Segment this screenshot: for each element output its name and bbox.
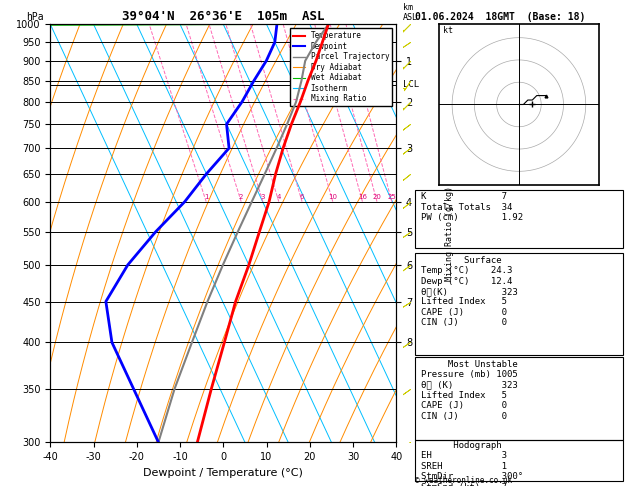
Text: Mixing Ratio (g/kg): Mixing Ratio (g/kg) — [445, 186, 454, 281]
Text: hPa: hPa — [26, 12, 44, 22]
Text: 10: 10 — [328, 193, 337, 200]
Text: 3: 3 — [260, 193, 265, 200]
Text: 01.06.2024  18GMT  (Base: 18): 01.06.2024 18GMT (Base: 18) — [415, 12, 586, 22]
Title: 39°04'N  26°36'E  105m  ASL: 39°04'N 26°36'E 105m ASL — [122, 10, 325, 23]
Text: K              7
Totals Totals  34
PW (cm)        1.92: K 7 Totals Totals 34 PW (cm) 1.92 — [421, 192, 523, 222]
Text: Hodograph
EH             3
SREH           1
StmDir         300°
StmSpd (kt)    7: Hodograph EH 3 SREH 1 StmDir 300° StmSpd… — [421, 441, 523, 486]
Text: 1: 1 — [204, 193, 208, 200]
Text: Surface
Temp (°C)    24.3
Dewp (°C)    12.4
θᴄ(K)          323
Lifted Index   5
: Surface Temp (°C) 24.3 Dewp (°C) 12.4 θᴄ… — [421, 256, 518, 327]
Text: 25: 25 — [387, 193, 396, 200]
Text: LCL: LCL — [403, 80, 420, 89]
Text: © weatheronline.co.uk: © weatheronline.co.uk — [415, 476, 512, 485]
Text: Most Unstable
Pressure (mb) 1005
θᴄ (K)         323
Lifted Index   5
CAPE (J)   : Most Unstable Pressure (mb) 1005 θᴄ (K) … — [421, 360, 518, 421]
Text: km
ASL: km ASL — [403, 3, 418, 22]
Text: 16: 16 — [358, 193, 367, 200]
Text: kt: kt — [443, 26, 453, 35]
Text: 6: 6 — [300, 193, 304, 200]
Text: 20: 20 — [372, 193, 381, 200]
X-axis label: Dewpoint / Temperature (°C): Dewpoint / Temperature (°C) — [143, 468, 303, 478]
Text: 4: 4 — [277, 193, 281, 200]
Legend: Temperature, Dewpoint, Parcel Trajectory, Dry Adiabat, Wet Adiabat, Isotherm, Mi: Temperature, Dewpoint, Parcel Trajectory… — [290, 28, 392, 106]
Text: 2: 2 — [239, 193, 243, 200]
